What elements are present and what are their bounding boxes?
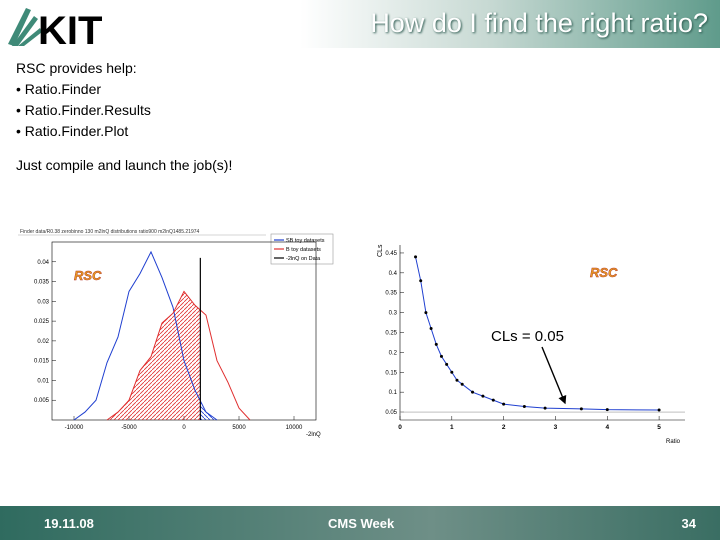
logo-text: KIT bbox=[38, 9, 102, 48]
bullet-item: • Ratio.Finder.Results bbox=[16, 102, 151, 118]
y-tick-label: 0.25 bbox=[385, 331, 397, 337]
cls-point bbox=[491, 398, 495, 402]
cls-point bbox=[481, 394, 485, 398]
x-tick-label: -10000 bbox=[65, 425, 84, 431]
footer-date: 19.11.08 bbox=[44, 516, 94, 531]
cls-point bbox=[429, 327, 433, 331]
legend-sb: SB toy datasets bbox=[286, 238, 325, 244]
x-tick-label: 4 bbox=[605, 424, 609, 431]
cls-point bbox=[439, 354, 443, 358]
cls-point bbox=[543, 406, 547, 410]
distribution-plot: Finder data/R0.38 zerobinno 130 m2lnQ di… bbox=[16, 222, 336, 440]
bullet-item: • Ratio.Finder bbox=[16, 81, 102, 97]
cls-annotation: CLs = 0.05 bbox=[491, 328, 564, 345]
annotation-text: CLs = 0.05 bbox=[491, 328, 564, 345]
cls-point bbox=[502, 402, 506, 406]
x-axis-label: Ratio bbox=[666, 439, 681, 445]
cls-point bbox=[605, 408, 609, 412]
y-tick-label: 0.03 bbox=[37, 299, 49, 305]
header-bar: How do I find the right ratio? bbox=[300, 0, 720, 48]
y-tick-label: 0.035 bbox=[34, 280, 50, 286]
y-tick-label: 0.005 bbox=[34, 398, 50, 404]
cls-plot: CLs RSC 0.05 0.1 0.15 0.2 0.25 0.3 0.35 0.4 0.45… bbox=[370, 235, 690, 445]
rsc-badge: RSC bbox=[590, 265, 618, 280]
sb-hatch-area bbox=[200, 400, 217, 420]
cls-chart: CLs RSC 0.05 0.1 0.15 0.2 0.25 0.3 0.35 0.4 0.45… bbox=[370, 235, 690, 445]
y-axis-label: CLs bbox=[377, 244, 384, 257]
page-title: How do I find the right ratio? bbox=[370, 8, 708, 38]
legend-data: -2lnQ on Data bbox=[286, 256, 321, 262]
cls-point bbox=[657, 408, 661, 412]
y-tick-label: 0.01 bbox=[37, 378, 49, 384]
y-tick-label: 0.02 bbox=[37, 339, 49, 345]
rsc-badge: RSC bbox=[74, 268, 102, 283]
y-tick-label: 0.15 bbox=[385, 370, 397, 376]
b-series-line bbox=[106, 290, 251, 421]
y-tick-label: 0.05 bbox=[385, 410, 397, 416]
footer-event: CMS Week bbox=[328, 516, 395, 531]
y-tick-label: 0.025 bbox=[34, 319, 50, 325]
x-tick-label: 5 bbox=[657, 424, 661, 431]
kit-logo: KIT bbox=[4, 2, 124, 53]
intro-text: RSC provides help: bbox=[16, 60, 137, 76]
cls-point bbox=[445, 362, 449, 366]
y-tick-label: 0.35 bbox=[385, 291, 397, 297]
bullet-item: • Ratio.Finder.Plot bbox=[16, 123, 129, 139]
cls-point bbox=[455, 378, 459, 382]
x-tick-label: 5000 bbox=[232, 425, 246, 431]
cls-point bbox=[460, 382, 464, 386]
annotation-arrow bbox=[541, 346, 567, 405]
page-number: 34 bbox=[681, 516, 696, 531]
x-tick-label: 1 bbox=[450, 424, 454, 431]
x-tick-label: -5000 bbox=[121, 425, 137, 431]
cls-point bbox=[579, 407, 583, 411]
cls-point bbox=[450, 370, 454, 374]
launch-note: Just compile and launch the job(s)! bbox=[16, 157, 233, 173]
cls-point bbox=[414, 255, 418, 259]
y-tick-label: 0.2 bbox=[389, 350, 398, 356]
cls-point bbox=[471, 390, 475, 394]
cls-point bbox=[522, 404, 526, 408]
footer-bar: 19.11.08 CMS Week 34 bbox=[0, 506, 720, 540]
x-tick-label: 10000 bbox=[286, 425, 303, 431]
sb-series-line bbox=[73, 250, 218, 421]
cls-point bbox=[419, 279, 423, 283]
x-tick-label: 0 bbox=[182, 425, 186, 431]
plot-legend: SB toy datasets B toy datasets -2lnQ on … bbox=[270, 233, 334, 265]
legend-b: B toy datasets bbox=[286, 247, 321, 253]
y-tick-label: 0.015 bbox=[34, 359, 50, 365]
intro-block: RSC provides help: • Ratio.Finder • Rati… bbox=[16, 58, 151, 142]
cls-point bbox=[424, 311, 428, 315]
x-tick-label: 0 bbox=[398, 424, 402, 431]
distribution-chart: Finder data/R0.38 zerobinno 130 m2lnQ di… bbox=[16, 222, 336, 440]
plot-header-text: Finder data/R0.38 zerobinno 130 m2lnQ di… bbox=[20, 229, 199, 235]
x-axis-label: -2lnQ bbox=[306, 432, 321, 438]
b-hatch-area bbox=[107, 291, 201, 420]
y-tick-label: 0.45 bbox=[385, 251, 397, 257]
y-tick-label: 0.4 bbox=[389, 271, 398, 277]
x-tick-label: 2 bbox=[502, 424, 506, 431]
y-tick-label: 0.3 bbox=[389, 311, 398, 317]
y-tick-label: 0.04 bbox=[37, 260, 49, 266]
y-tick-label: 0.1 bbox=[389, 390, 398, 396]
x-tick-label: 3 bbox=[554, 424, 558, 431]
cls-point bbox=[434, 342, 438, 346]
